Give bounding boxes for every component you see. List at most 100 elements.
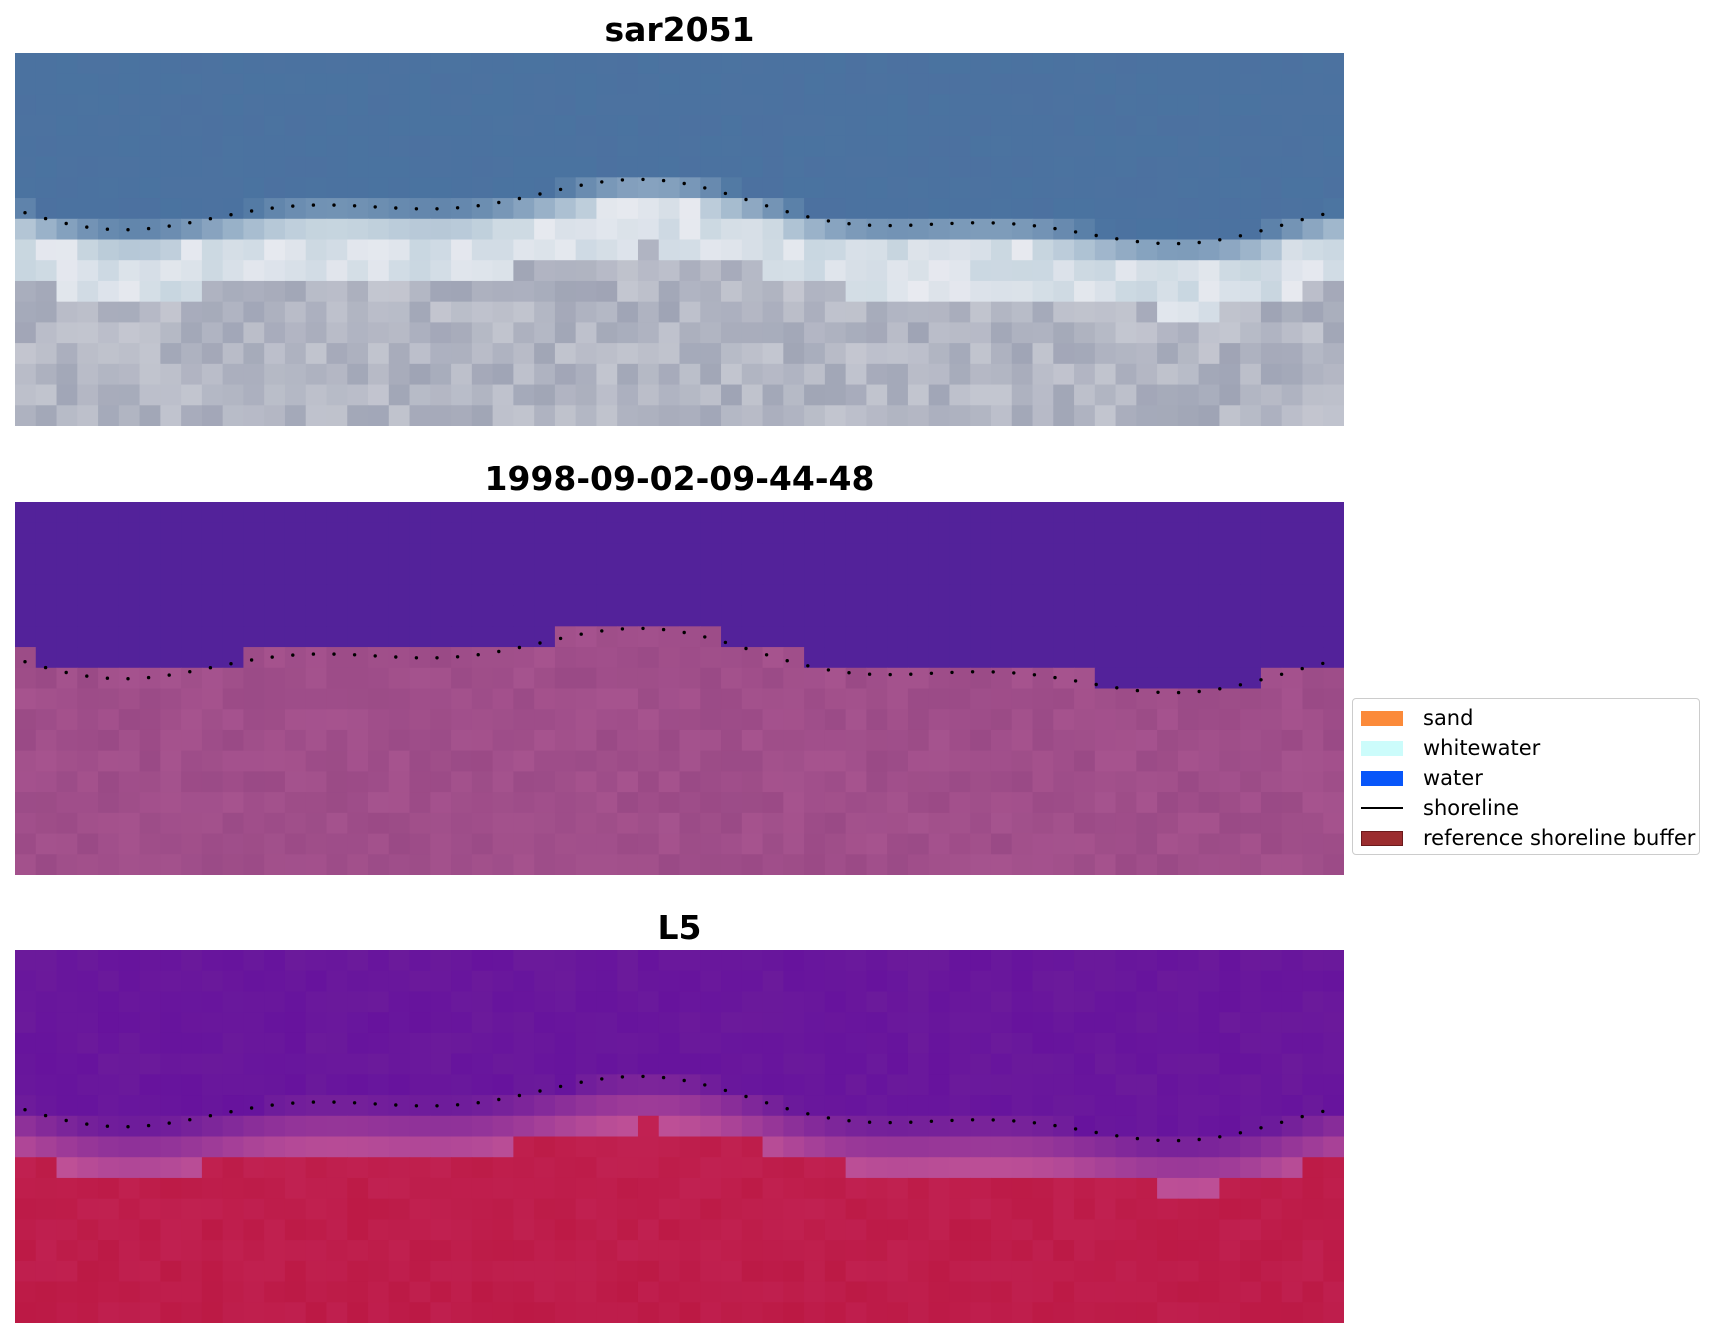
shoreline-point [682,1078,686,1083]
shoreline-point [579,632,583,636]
shoreline-point [229,1110,233,1114]
shoreline-point [970,1118,975,1122]
shoreline-point [744,1094,748,1099]
shoreline-point [476,1101,480,1105]
shoreline-point [352,653,357,657]
shoreline-point [1053,1123,1057,1128]
shoreline-point [1115,686,1119,690]
shoreline-point [538,192,542,196]
shoreline-point [64,221,68,226]
shoreline-point [146,675,151,680]
shoreline-point [229,213,233,217]
legend-label-sand: sand [1423,706,1474,730]
shoreline-point [249,209,254,213]
legend-item-sand: sand [1361,703,1699,733]
shoreline-point [1279,672,1284,676]
shoreline-point [146,226,151,231]
shoreline-point [661,627,666,632]
shoreline-point [1094,1130,1098,1135]
shoreline-point [723,640,728,645]
shoreline-point [105,676,110,680]
shoreline-point [1073,679,1078,683]
shoreline-point [764,204,769,208]
shoreline-point [64,670,68,675]
panel-title-index: L5 [657,908,702,947]
shoreline-point [414,1104,419,1108]
shoreline-point [1321,1109,1325,1114]
shoreline-point [1321,661,1325,666]
shoreline-point [806,1112,810,1116]
shoreline-point [249,1106,254,1110]
shoreline-point [394,206,398,210]
shoreline-point [620,627,625,631]
shoreline-point [950,1118,954,1123]
legend-label-shoreline: shoreline [1423,796,1520,820]
shoreline-point [291,653,295,657]
shoreline-point [1156,690,1160,694]
shoreline-point [785,1107,789,1111]
shoreline-point [723,1088,728,1093]
shoreline-point [476,653,480,657]
shoreline-point [517,1093,522,1098]
shoreline-point [167,224,171,228]
shoreline-point [1300,666,1304,671]
shoreline-point [1156,1138,1160,1142]
shoreline-point [764,653,769,657]
shoreline-point [579,1080,583,1084]
shoreline-point [682,181,686,186]
shoreline-point [270,655,274,659]
shoreline-point [620,178,625,182]
shoreline-point [188,221,192,225]
shoreline-point [1176,1138,1181,1143]
shoreline-point [970,221,975,225]
shoreline-point [188,670,192,674]
shoreline-point [208,1114,213,1118]
panel-title-rgb: sar2051 [604,10,755,49]
classified-image [15,502,1344,875]
shoreline-point [126,677,130,681]
shoreline-point [600,629,604,633]
shoreline-point [806,215,810,219]
shoreline-point [867,223,872,227]
shoreline-point [1279,1120,1284,1124]
shoreline-point [888,223,892,228]
shoreline-point [1238,683,1243,687]
legend-item-shoreline: shoreline [1361,793,1699,823]
shoreline-point [455,206,460,210]
shoreline-point [641,177,645,182]
classified-image-panel [15,502,1344,875]
shoreline-point [950,670,954,675]
shoreline-point [1259,1126,1263,1130]
shoreline-point [435,207,439,211]
shoreline-point [764,1101,769,1105]
whitewater-swatch [1361,741,1403,756]
shoreline-point [332,203,336,207]
shoreline-point [229,662,233,666]
shoreline-point [641,626,645,631]
shoreline-point [1176,690,1181,695]
shoreline-point [826,668,831,672]
shoreline-point [455,1103,460,1107]
shoreline-point [1259,229,1263,233]
shoreline-point [909,672,913,676]
shoreline-point [208,217,213,221]
shoreline-point [105,1124,110,1128]
shoreline-point [23,660,27,664]
shoreline-point [414,656,419,660]
shoreline-point [909,223,913,227]
shoreline-point [435,656,439,660]
shoreline-point [991,670,995,674]
shoreline-point [1115,237,1119,241]
shoreline-point [579,183,583,187]
shoreline-point [476,204,480,208]
shoreline-point [414,207,419,211]
shoreline-point [352,1101,357,1105]
shoreline-point [1197,240,1201,245]
panel-title-classified: 1998-09-02-09-44-48 [484,459,875,498]
shoreline-point [43,216,48,221]
shoreline-point [85,674,89,678]
shoreline-point [332,1100,336,1104]
shoreline-point [1094,682,1098,687]
shoreline-point [661,178,666,183]
shoreline-point [1032,673,1037,677]
